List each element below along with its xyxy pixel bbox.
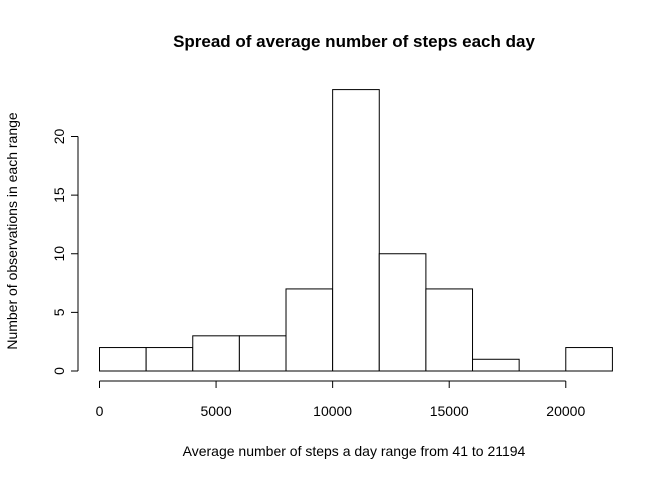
histogram-bar (238, 335, 287, 372)
histogram-bar (378, 253, 427, 372)
x-tick-label: 0 (96, 403, 104, 419)
x-axis: 0 5000 10000 15000 20000 (96, 380, 585, 419)
bars-group (99, 89, 613, 372)
histogram-bar (192, 335, 240, 372)
y-tick-label: 0 (51, 367, 67, 375)
x-tick-label: 15000 (430, 403, 469, 419)
histogram-bar (565, 347, 613, 372)
x-tick-label: 20000 (546, 403, 585, 419)
y-tick-label: 15 (51, 187, 67, 203)
x-tick-label: 10000 (313, 403, 352, 419)
histogram-bar (145, 347, 194, 372)
histogram-bar (332, 89, 380, 372)
chart-title: Spread of average number of steps each d… (173, 32, 535, 51)
y-tick-label: 5 (51, 308, 67, 316)
histogram-bar (472, 358, 520, 372)
y-axis: 0 5 10 15 20 (51, 129, 79, 375)
y-tick-label: 20 (51, 129, 67, 145)
x-tick-label: 5000 (200, 403, 231, 419)
y-tick-label: 10 (51, 246, 67, 262)
histogram-bar (425, 288, 474, 372)
histogram-bar (99, 347, 147, 372)
histogram-bar (285, 288, 334, 372)
y-axis-label: Number of observations in each range (4, 112, 20, 350)
x-axis-label: Average number of steps a day range from… (183, 443, 526, 459)
